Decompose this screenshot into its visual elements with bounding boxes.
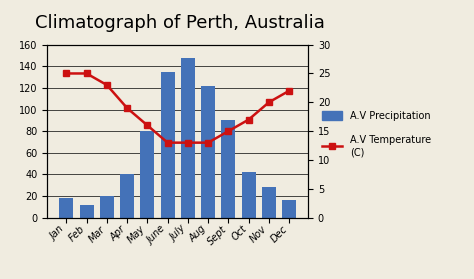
- Bar: [140, 131, 155, 218]
- Bar: [100, 196, 114, 218]
- Legend: A.V Precipitation, A.V Temperature
(C): A.V Precipitation, A.V Temperature (C): [322, 111, 431, 157]
- Bar: [59, 198, 73, 218]
- Bar: [201, 86, 215, 218]
- Bar: [282, 200, 296, 218]
- Bar: [242, 172, 256, 218]
- Bar: [120, 174, 134, 218]
- Bar: [80, 205, 94, 218]
- Bar: [221, 120, 236, 218]
- Bar: [181, 58, 195, 218]
- Text: Climatograph of Perth, Australia: Climatograph of Perth, Australia: [35, 14, 325, 32]
- Bar: [262, 187, 276, 218]
- Bar: [161, 72, 175, 218]
